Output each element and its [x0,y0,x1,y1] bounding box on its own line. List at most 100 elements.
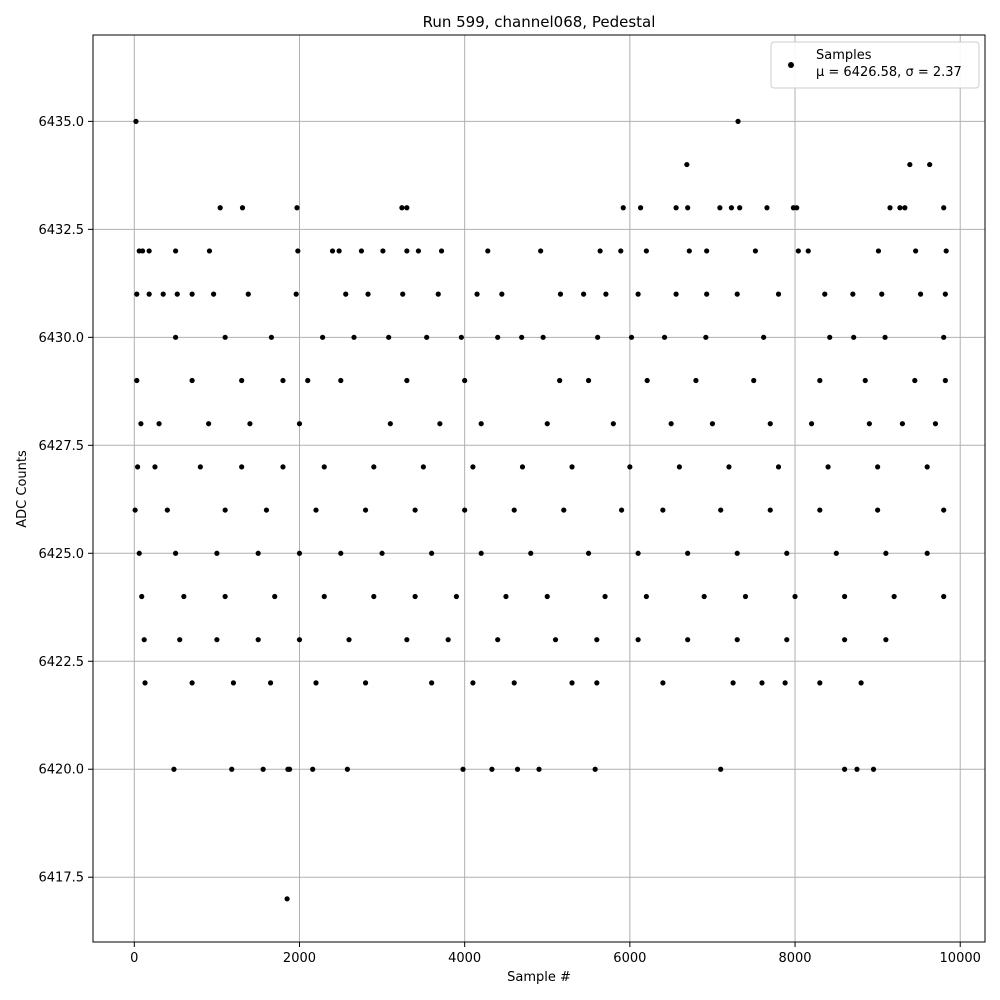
data-point [585,377,592,384]
x-axis-ticks: 0 2000 4000 6000 8000 10000 [130,942,981,966]
data-point [420,464,426,470]
data-point [552,637,559,643]
data-point [437,421,443,427]
data-point [875,507,881,513]
grid-lines [93,35,985,942]
data-point [371,593,377,600]
data-point [499,291,505,297]
data-point [628,334,635,340]
data-point [544,593,550,600]
data-point [735,118,741,124]
data-point [260,766,266,772]
data-point [387,421,393,427]
data-point [222,593,228,600]
data-point [627,464,633,470]
data-point [817,377,823,384]
data-point [519,464,526,470]
data-point [365,291,371,297]
data-point [540,334,546,340]
data-point [703,334,709,340]
data-point [217,205,223,211]
data-point [136,550,142,556]
data-point [460,766,466,772]
data-point [462,507,468,513]
data-point [685,637,691,643]
data-point [761,334,767,340]
data-point [470,464,476,470]
data-point [489,766,495,772]
data-point [181,593,187,600]
y-tick-label: 6432.5 [39,223,85,238]
data-point [808,421,815,427]
data-point [474,291,480,297]
data-point [792,593,798,600]
data-point [734,637,740,643]
data-point [462,377,468,384]
data-point [597,248,603,254]
data-point [280,377,286,384]
data-point [174,291,180,297]
data-point [661,334,668,340]
data-point [943,248,949,254]
data-point [581,291,587,297]
data-point [371,464,377,470]
data-point [255,637,261,643]
data-point [230,680,237,686]
data-point [635,637,641,643]
legend-marker [788,62,794,68]
data-point [924,464,930,470]
data-point [247,421,253,427]
data-point [267,680,274,686]
data-point [412,507,418,513]
data-point [557,377,563,384]
data-point [635,291,641,297]
data-point [415,248,422,254]
data-point [293,291,299,297]
data-point [495,637,501,643]
data-point [866,421,872,427]
data-point [412,593,418,600]
data-point [133,118,139,124]
y-tick-label: 6427.5 [39,439,85,454]
data-point [189,291,195,297]
data-point [805,248,811,254]
data-point [752,248,758,254]
data-point [701,593,707,600]
data-point [883,637,889,643]
data-point [704,248,710,254]
data-point [424,334,430,340]
data-point [685,205,691,211]
data-point [875,464,881,470]
data-point [171,766,177,772]
data-point [737,205,743,211]
data-point [445,637,451,643]
data-point [686,248,692,254]
data-point [569,464,575,470]
data-point [139,248,146,254]
data-point [709,421,716,427]
data-point [189,377,195,384]
data-point [268,334,274,340]
data-point [924,550,930,556]
data-point [404,377,410,384]
data-point [160,291,166,297]
data-point [822,291,828,297]
data-point [343,291,349,297]
data-point [544,421,550,427]
data-point [635,550,641,556]
data-point [862,377,868,384]
data-point [146,291,152,297]
data-point [280,464,286,470]
data-point [255,550,261,556]
data-point [519,334,525,340]
data-point [833,550,839,556]
data-point [404,637,410,643]
data-point [210,291,217,297]
data-point [470,680,476,686]
data-point [660,680,666,686]
data-point [362,680,369,686]
data-point [610,421,616,427]
data-point [135,464,141,470]
data-point [399,205,405,211]
data-point [942,291,948,297]
